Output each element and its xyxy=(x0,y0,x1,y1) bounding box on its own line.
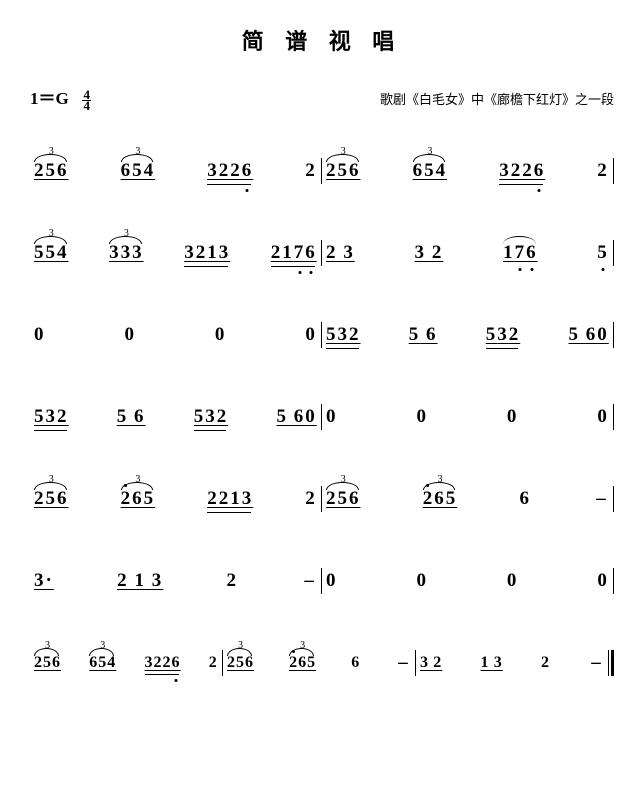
beat: 1 3 xyxy=(481,654,503,672)
beat: 0 xyxy=(305,324,317,346)
measure: 256 654 3226 2 xyxy=(322,160,613,182)
beat: 3226 xyxy=(145,654,181,672)
beat: 265 xyxy=(121,488,156,510)
beat: 0 xyxy=(597,406,609,428)
beat: – xyxy=(588,652,604,674)
beat: 532 xyxy=(486,324,521,346)
beat: 176 xyxy=(503,242,538,264)
beat: 5 6 xyxy=(409,324,438,346)
beat: 6 xyxy=(351,654,360,672)
barline xyxy=(613,240,614,266)
beat: 0 xyxy=(326,406,338,428)
beat: 0 xyxy=(34,324,46,346)
beat: 256 xyxy=(227,654,254,672)
measure: 2 3 3 2 176 5 xyxy=(322,242,613,264)
beat: 554 xyxy=(34,242,69,264)
key-label: 1＝G xyxy=(30,89,69,108)
barline xyxy=(613,158,614,184)
beat: 2 xyxy=(597,160,609,182)
beat: 2 xyxy=(305,160,317,182)
beat: – xyxy=(395,652,411,674)
beat: 5 xyxy=(597,242,609,264)
music-line: 256 265 2213 2 256 265 6 – xyxy=(30,479,614,519)
beat: 532 xyxy=(34,406,69,428)
beat: 0 xyxy=(507,570,519,592)
beat: 0 xyxy=(326,570,338,592)
beat: 2 xyxy=(541,654,550,672)
beat: 3 2 xyxy=(415,242,444,264)
beat: 3 2 xyxy=(420,654,442,672)
time-denominator: 4 xyxy=(82,101,91,111)
beat: 2 3 xyxy=(326,242,355,264)
music-staff: 2566543226225665432262554333321321762 33… xyxy=(30,151,614,683)
measure: 532 5 6 532 5 60 xyxy=(30,406,321,428)
beat: 0 xyxy=(416,406,428,428)
barline xyxy=(613,322,614,348)
beat: 256 xyxy=(326,160,361,182)
music-line: 256 654 3226 2 256 654 3226 2 xyxy=(30,151,614,191)
key-signature: 1＝G 4 4 xyxy=(30,84,91,111)
music-line: 3·2 1 32–0000 xyxy=(30,561,614,601)
measure: 3 2 1 3 2 – xyxy=(416,652,608,674)
beat: 2 1 3 xyxy=(117,570,163,592)
beat: 5 60 xyxy=(568,324,608,346)
beat: 2 xyxy=(227,570,239,592)
beat: 2 xyxy=(209,654,218,672)
beat: 0 xyxy=(597,570,609,592)
subtitle: 歌剧《白毛女》中《廊檐下红灯》之一段 xyxy=(380,89,614,108)
beat: 256 xyxy=(34,488,69,510)
beat: 0 xyxy=(416,570,428,592)
header-row: 1＝G 4 4 歌剧《白毛女》中《廊檐下红灯》之一段 xyxy=(30,84,614,111)
music-line: 0 0 0 0 532 5 6 532 5 60 xyxy=(30,315,614,355)
beat: 654 xyxy=(89,654,116,672)
beat: 265 xyxy=(289,654,316,672)
beat: 654 xyxy=(121,160,156,182)
beat: 0 xyxy=(215,324,227,346)
measure: 256 265 6 – xyxy=(322,488,613,510)
beat: 532 xyxy=(326,324,361,346)
measure: 256 654 3226 2 xyxy=(30,160,321,182)
beat: 256 xyxy=(34,654,61,672)
beat: 6 xyxy=(520,488,532,510)
beat: 5 60 xyxy=(276,406,316,428)
measure: 0 0 0 0 xyxy=(322,406,613,428)
barline xyxy=(613,486,614,512)
measure: 554 333 3213 2176 xyxy=(30,242,321,264)
time-signature: 4 4 xyxy=(82,90,91,112)
measure: 0 0 0 0 xyxy=(322,570,613,592)
measure: 256 265 6 – xyxy=(223,652,415,674)
beat: 2213 xyxy=(207,488,253,510)
measure: 3· 2 1 3 2 – xyxy=(30,570,321,592)
music-line: 532 5 6 532 5 60 0 0 0 0 xyxy=(30,397,614,437)
beat: 654 xyxy=(413,160,448,182)
beat: 3226 xyxy=(499,160,545,182)
beat: 3213 xyxy=(184,242,230,264)
beat: 265 xyxy=(423,488,458,510)
music-line: 256654322622562656–3 21 32– xyxy=(30,643,614,683)
measure: 0 0 0 0 xyxy=(30,324,321,346)
beat: 5 6 xyxy=(117,406,146,428)
beat: 532 xyxy=(194,406,229,428)
beat: 333 xyxy=(109,242,144,264)
beat: 3· xyxy=(34,570,54,592)
sheet-page: 简 谱 视 唱 1＝G 4 4 歌剧《白毛女》中《廊檐下红灯》之一段 25665… xyxy=(0,0,644,703)
beat: 256 xyxy=(34,160,69,182)
final-barline xyxy=(608,650,609,676)
beat: – xyxy=(301,570,317,592)
measure: 256 265 2213 2 xyxy=(30,488,321,510)
measure: 256 654 3226 2 xyxy=(30,654,222,672)
music-line: 554 333 3213 2176 2 3 3 2 176 5 xyxy=(30,233,614,273)
barline xyxy=(613,568,614,594)
barline xyxy=(613,404,614,430)
beat: 0 xyxy=(124,324,136,346)
beat: 2 xyxy=(305,488,317,510)
page-title: 简 谱 视 唱 xyxy=(30,24,614,56)
beat: 3226 xyxy=(207,160,253,182)
beat: 256 xyxy=(326,488,361,510)
measure: 532 5 6 532 5 60 xyxy=(322,324,613,346)
beat: – xyxy=(593,488,609,510)
beat: 2176 xyxy=(271,242,317,264)
beat: 0 xyxy=(507,406,519,428)
